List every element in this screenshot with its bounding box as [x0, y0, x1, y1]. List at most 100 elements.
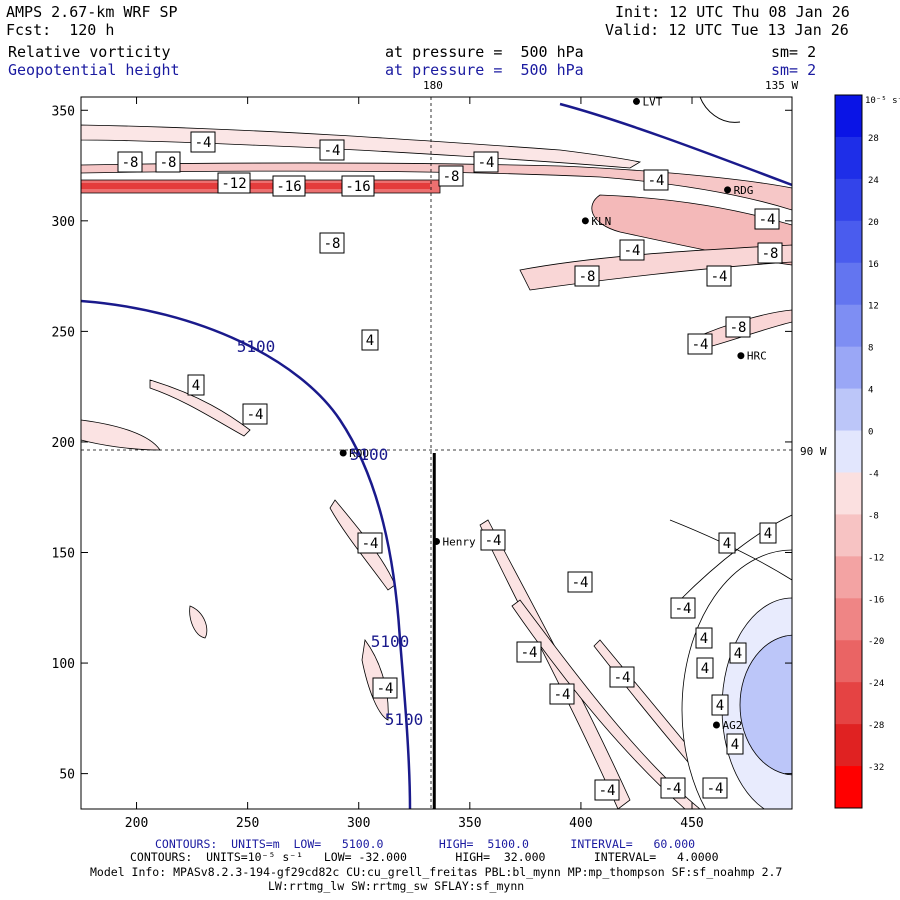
colorbar-tick: 4	[868, 386, 873, 396]
colorbar-tick: 20	[868, 218, 879, 228]
vorticity-label-box	[473, 151, 499, 173]
vorticity-label: -4	[324, 143, 341, 159]
vorticity-core-max	[81, 183, 430, 189]
station-marker	[581, 217, 589, 225]
vorticity-label: -4	[675, 601, 692, 617]
vorticity-label-box	[574, 265, 600, 287]
vorticity-label: -4	[247, 407, 264, 423]
station-marker	[339, 449, 347, 457]
lat-label-90w: 90 W	[800, 445, 827, 458]
y-tick-label: 100	[52, 657, 75, 672]
vorticity-label: -8	[579, 269, 596, 285]
field-vorticity: Relative vorticity	[8, 43, 171, 61]
vorticity-label-box	[759, 522, 777, 544]
vorticity-label-box	[567, 571, 593, 593]
station-label: Henry	[443, 535, 476, 548]
vorticity-label: -8	[324, 236, 341, 252]
pressure-height: at pressure = 500 hPa	[385, 61, 584, 79]
vorticity-label: 4	[764, 526, 772, 542]
vorticity-label: -16	[276, 179, 301, 195]
station-label: AG2	[722, 719, 742, 732]
station-label: KLN	[591, 215, 611, 228]
vorticity-label-box	[619, 239, 645, 261]
vorticity-label: -8	[762, 246, 779, 262]
plot-frame	[80, 96, 793, 810]
x-tick-label: 400	[569, 816, 592, 831]
station-marker	[724, 186, 732, 194]
vorticity-label-box	[695, 627, 713, 649]
footer-model-info: Model Info: MPASv8.2.3-194-gf29cd82c CU:…	[90, 865, 783, 879]
vorticity-label: -12	[221, 176, 246, 192]
colorbar-swatch	[835, 178, 862, 222]
y-tick-label: 50	[59, 768, 75, 783]
colorbar-tick: -8	[868, 511, 879, 521]
vorticity-label-box	[549, 683, 575, 705]
vorticity-patch-small	[189, 605, 208, 639]
vorticity-label: -16	[345, 179, 370, 195]
y-tick-label: 300	[52, 215, 75, 230]
station-marker	[737, 352, 745, 360]
vorticity-label-box	[372, 677, 398, 699]
vorticity-label: 4	[716, 698, 724, 714]
forecast-hour: Fcst: 120 h	[6, 21, 115, 39]
vorticity-label-box	[729, 642, 747, 664]
vorticity-label-box	[702, 777, 728, 799]
station-marker	[632, 97, 640, 105]
y-tick-label: 350	[52, 104, 75, 119]
vorticity-positive-core	[739, 634, 792, 776]
vorticity-label-box	[117, 151, 143, 173]
colorbar-swatch	[835, 388, 862, 432]
colorbar-tick: 8	[868, 344, 873, 354]
vorticity-label-box	[754, 208, 780, 230]
vorticity-label: -4	[624, 243, 641, 259]
vorticity-label-box	[594, 779, 620, 801]
vorticity-label: -4	[648, 173, 665, 189]
y-tick-label: 250	[52, 325, 75, 340]
lon-label-135w: 135 W	[765, 79, 799, 92]
colorbar: 10⁻⁵ s⁻¹ 28 24 20 16 12 8 4 0 -4 -8 -12 -16 -20 -24 -28…	[834, 94, 900, 809]
vorticity-label: 4	[734, 646, 742, 662]
colorbar-tick: -24	[868, 679, 884, 689]
vorticity-label-box	[319, 139, 345, 161]
vorticity-label-box	[187, 374, 205, 396]
contour-labels: -4 -4 -8 -8 -12 -16 -16 -8 -4 -4 -4 -8 -4 -8 -8 -4 -8 -4 4…	[117, 131, 783, 801]
vorticity-label-box	[711, 694, 729, 716]
vorticity-label-box	[643, 169, 669, 191]
station-label: ROO	[349, 447, 369, 460]
vorticity-label-box	[670, 597, 696, 619]
colorbar-swatch	[835, 640, 862, 683]
colorbar-tick: -32	[868, 763, 884, 773]
vorticity-label-box	[609, 666, 635, 688]
station-label: LVT	[642, 95, 662, 108]
model-title: AMPS 2.67-km WRF SP	[6, 3, 178, 21]
colorbar-tick: 0	[868, 428, 873, 438]
vorticity-label: -8	[443, 169, 460, 185]
colorbar-swatch	[835, 304, 862, 348]
colorbar-swatch	[835, 556, 862, 599]
x-tick-label: 200	[125, 816, 148, 831]
contour-fields	[81, 97, 792, 809]
colorbar-tick: -16	[868, 595, 884, 605]
height-label: 5100	[385, 710, 424, 729]
vorticity-label: -4	[759, 212, 776, 228]
vorticity-label-box	[718, 532, 736, 554]
x-tick-label: 300	[347, 816, 370, 831]
colorbar-tick: -28	[868, 721, 884, 731]
vorticity-label-box	[190, 131, 216, 153]
x-tick-label: 250	[236, 816, 259, 831]
vorticity-label: 4	[731, 737, 739, 753]
colorbar-swatch	[835, 346, 862, 390]
colorbar-frame	[834, 94, 863, 809]
vorticity-label: -4	[521, 645, 538, 661]
x-tick-label: 350	[458, 816, 481, 831]
vorticity-label-box	[217, 172, 251, 194]
smoothing-vorticity: sm= 2	[771, 43, 817, 61]
colorbar-swatch	[835, 220, 862, 264]
vorticity-label-box	[725, 316, 751, 338]
vorticity-contour-positive2	[679, 514, 792, 601]
vorticity-label: -8	[122, 155, 139, 171]
colorbar-tick: 28	[868, 134, 879, 144]
station-marker	[712, 721, 720, 729]
vorticity-label-box	[155, 151, 181, 173]
vorticity-label-box	[319, 232, 345, 254]
